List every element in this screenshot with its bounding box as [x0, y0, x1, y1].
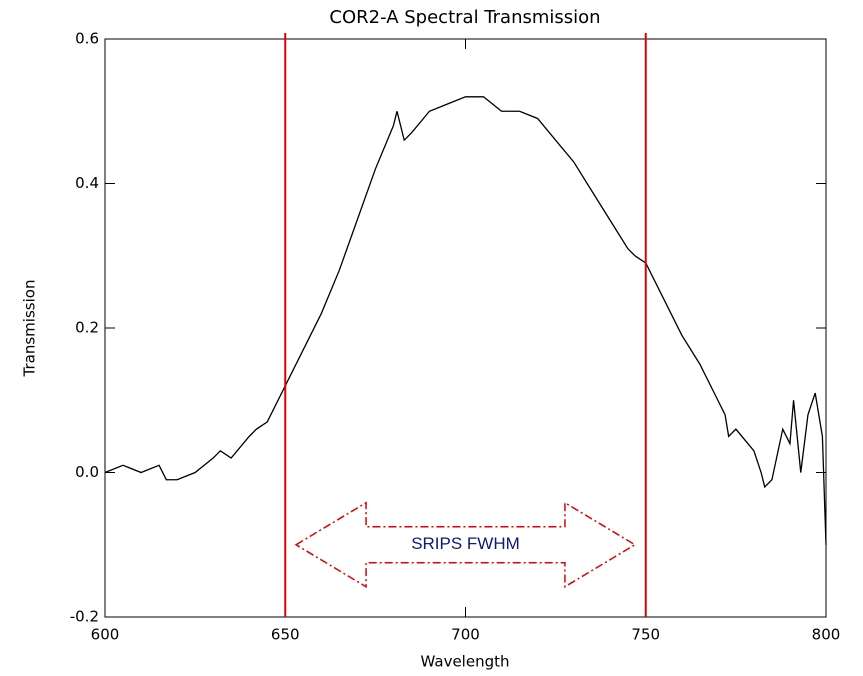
- x-tick-label: 750: [631, 626, 660, 644]
- x-tick-label: 600: [91, 626, 120, 644]
- annotation-text: SRIPS FWHM: [411, 534, 520, 553]
- y-tick-label: 0.2: [75, 319, 99, 337]
- data-line: [104, 96, 827, 545]
- x-tick-label: 700: [451, 626, 480, 644]
- y-axis-label: Transmission: [21, 280, 39, 378]
- y-tick-label: 0.0: [75, 463, 99, 481]
- chart-title: COR2-A Spectral Transmission: [329, 7, 600, 28]
- annotation-arrow: [294, 501, 637, 589]
- y-tick-label: -0.2: [70, 608, 99, 626]
- y-tick-label: 0.6: [75, 30, 99, 48]
- x-tick-label: 650: [271, 626, 300, 644]
- plot-frame: [104, 38, 827, 618]
- x-tick-label: 800: [812, 626, 841, 644]
- x-axis-label: Wavelength: [421, 653, 510, 671]
- y-tick-label: 0.4: [75, 174, 99, 192]
